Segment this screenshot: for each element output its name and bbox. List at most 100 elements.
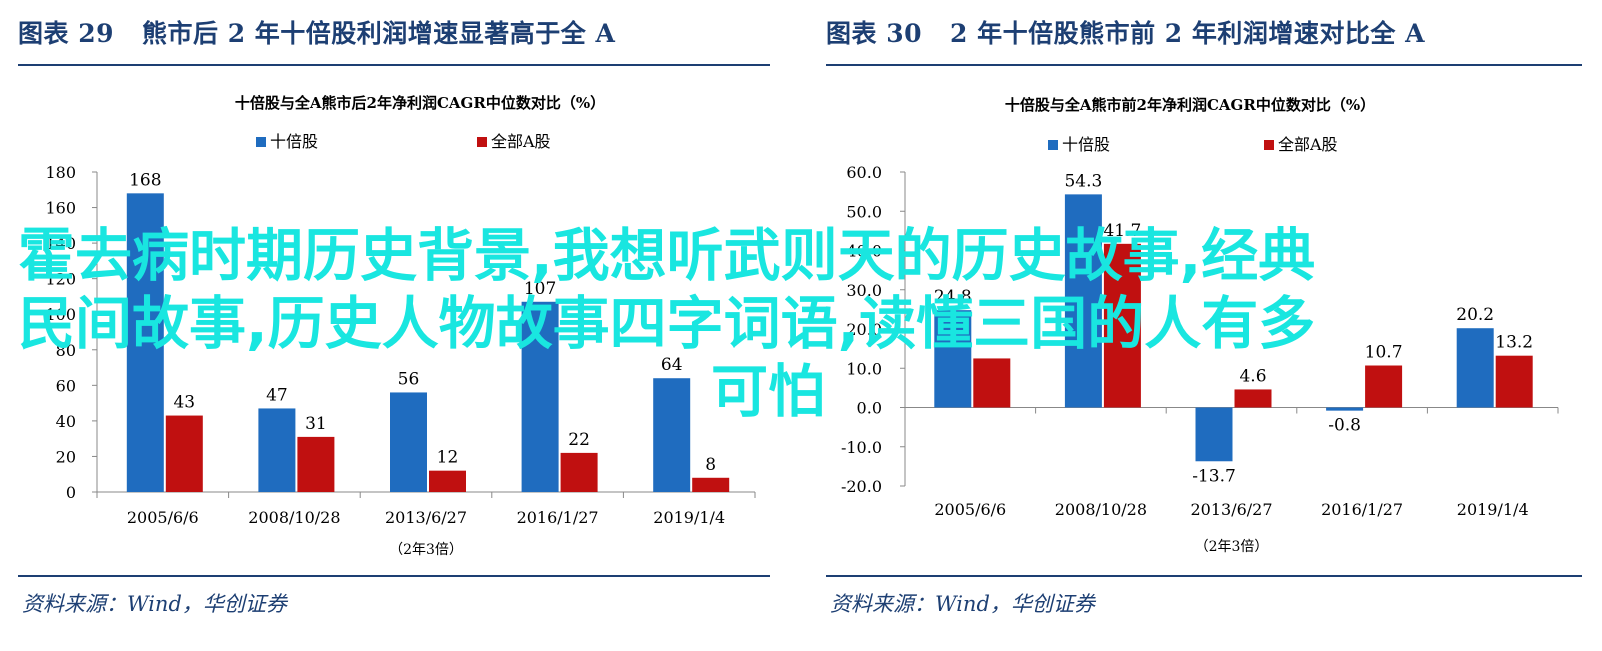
bar-all-a	[297, 436, 335, 492]
bar-all-a	[165, 415, 203, 492]
bar-tenbagger	[521, 301, 559, 492]
legend-swatch	[1264, 140, 1274, 150]
figure-title: 熊市后 2 年十倍股利润增速显著高于全 A	[142, 19, 616, 48]
y-tick-label: 30.0	[846, 281, 882, 300]
bottom-rule	[826, 575, 1582, 577]
bar-all-a	[1234, 389, 1272, 408]
x-axis-note: （2年3倍）	[1195, 539, 1269, 555]
data-label-all-a: 4.6	[1239, 366, 1266, 386]
bar-tenbagger	[934, 310, 972, 408]
right-figure: 图表 30 2 年十倍股熊市前 2 年利润增速对比全 A 十倍股与全A熊市前2年净…	[808, 0, 1602, 651]
bar-all-a	[429, 470, 466, 492]
chart-title: 十倍股与全A熊市后2年净利润CAGR中位数对比（%）	[235, 94, 605, 112]
data-label-tenbagger: 168	[129, 170, 161, 190]
y-tick-label: 140	[45, 234, 76, 253]
overlay-line-2: 民间故事,历史人物故事四字词语,读懂三国的人有多	[18, 291, 1316, 357]
x-tick-label: 2008/10/28	[248, 508, 340, 527]
bar-chart-before-bear: 十倍股与全A熊市前2年净利润CAGR中位数对比（%） 十倍股 全部A股 -20.0 -1…	[841, 96, 1559, 555]
y-tick-label: 160	[45, 199, 76, 218]
legend-label: 十倍股	[270, 132, 318, 151]
data-label-all-a: 41.7	[1103, 221, 1141, 241]
data-label-tenbagger: 54.3	[1064, 171, 1102, 191]
bar-tenbagger	[1326, 407, 1364, 411]
data-label-tenbagger: 64	[661, 355, 683, 375]
data-label-all-a: 43	[173, 393, 195, 413]
x-tick-label: 2016/1/27	[517, 508, 599, 527]
chart-title: 十倍股与全A熊市前2年净利润CAGR中位数对比（%）	[1005, 96, 1375, 114]
x-tick-label: 2019/1/4	[1457, 500, 1529, 519]
bar-tenbagger	[1195, 407, 1233, 462]
legend-label: 十倍股	[1062, 135, 1110, 154]
y-tick-label: 50.0	[846, 202, 882, 221]
y-tick-label: 20	[56, 447, 76, 466]
y-tick-label: 10.0	[846, 359, 882, 378]
overlay-caption: 霍去病时期历史背景,我想听武则天的历史故事,经典 民间故事,历史人物故事四字词语…	[18, 222, 1478, 426]
x-tick-label: 2013/6/27	[1190, 500, 1272, 519]
y-tick-label: -20.0	[841, 477, 882, 496]
y-tick-label: 180	[45, 163, 76, 182]
top-rule	[826, 64, 1582, 66]
x-tick-label: 2005/6/6	[127, 508, 199, 527]
bar-all-a	[973, 358, 1011, 408]
legend-swatch	[1048, 140, 1058, 150]
y-tick-label: 60	[56, 376, 76, 395]
top-rule	[18, 64, 770, 66]
x-tick-label: 2008/10/28	[1055, 500, 1147, 519]
data-label-all-a: 31	[305, 414, 327, 434]
y-tick-label: 40	[56, 412, 76, 431]
legend-label: 全部A股	[1278, 135, 1338, 154]
source-note: 资料来源：Wind，华创证券	[22, 592, 287, 616]
overlay-line-1: 霍去病时期历史背景,我想听武则天的历史故事,经典	[18, 223, 1316, 289]
y-tick-label: 60.0	[846, 163, 882, 182]
data-label-tenbagger: 107	[524, 279, 556, 299]
bar-tenbagger	[653, 378, 691, 492]
bar-all-a	[1495, 355, 1533, 408]
y-tick-label: 120	[45, 270, 76, 289]
bottom-rule	[18, 575, 770, 577]
bar-tenbagger	[390, 392, 427, 492]
legend-label: 全部A股	[491, 132, 551, 151]
x-tick-label: 2013/6/27	[385, 508, 467, 527]
x-tick-label: 2019/1/4	[653, 508, 725, 527]
left-figure: 图表 29 熊市后 2 年十倍股利润增速显著高于全 A 十倍股与全A熊市后2年净利…	[0, 0, 790, 651]
data-label-all-a: 12	[437, 448, 459, 468]
bar-tenbagger	[258, 408, 296, 492]
y-tick-label: 80	[56, 341, 76, 360]
legend-swatch	[256, 137, 266, 147]
source-note: 资料来源：Wind，华创证券	[830, 592, 1095, 616]
y-tick-label: 0	[66, 483, 76, 502]
figure-heading: 图表 30 2 年十倍股熊市前 2 年利润增速对比全 A	[826, 14, 1425, 50]
data-label-all-a: 13.2	[1495, 333, 1533, 353]
data-label-tenbagger: -0.8	[1328, 416, 1361, 436]
data-label-all-a: 22	[568, 430, 590, 450]
figure-number: 图表 29	[18, 19, 114, 48]
y-tick-label: -10.0	[841, 438, 882, 457]
data-label-tenbagger: -13.7	[1192, 466, 1236, 486]
overlay-line-3: 可怕	[711, 359, 825, 425]
y-tick-label: 20.0	[846, 320, 882, 339]
bar-all-a	[1365, 365, 1403, 408]
data-label-tenbagger: 24.8	[934, 287, 972, 307]
data-label-tenbagger: 47	[266, 385, 288, 405]
y-tick-label: 100	[45, 305, 76, 324]
bar-tenbagger	[1064, 194, 1102, 408]
data-label-tenbagger: 56	[398, 369, 420, 389]
bar-all-a	[1103, 243, 1141, 408]
y-tick-label: 40.0	[846, 242, 882, 261]
x-tick-label: 2016/1/27	[1321, 500, 1403, 519]
bar-all-a	[560, 452, 598, 492]
legend-swatch	[477, 137, 487, 147]
bar-chart-after-bear: 十倍股与全A熊市后2年净利润CAGR中位数对比（%） 十倍股 全部A股 0 20 40 60…	[45, 94, 756, 558]
bar-tenbagger	[126, 193, 164, 493]
y-tick-label: 0.0	[857, 399, 882, 418]
figure-heading: 图表 29 熊市后 2 年十倍股利润增速显著高于全 A	[18, 14, 615, 50]
x-tick-label: 2005/6/6	[934, 500, 1006, 519]
x-axis-note: （2年3倍）	[389, 542, 463, 558]
bar-tenbagger	[1456, 328, 1494, 408]
data-label-all-a: 8	[705, 455, 716, 475]
bar-all-a	[692, 477, 730, 492]
data-label-all-a: 10.7	[1365, 343, 1403, 363]
data-label-tenbagger: 20.2	[1456, 305, 1494, 325]
figure-title: 2 年十倍股熊市前 2 年利润增速对比全 A	[950, 19, 1426, 48]
figure-number: 图表 30	[826, 19, 922, 48]
